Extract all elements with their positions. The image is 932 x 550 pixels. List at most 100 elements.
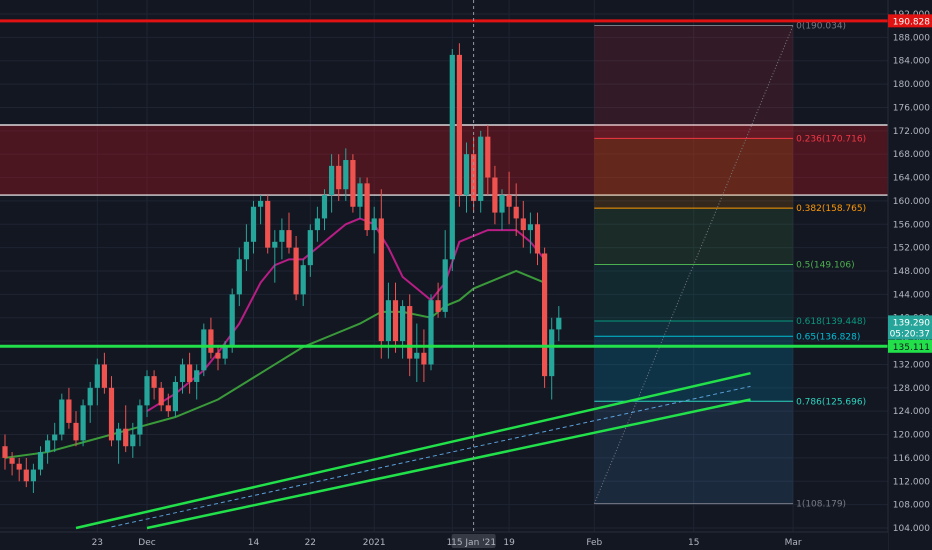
price-tick-label: 144.000 <box>893 290 930 300</box>
candle-body <box>87 387 93 406</box>
candle-body <box>16 463 22 470</box>
candle-body <box>534 224 541 254</box>
candle-body <box>59 399 65 435</box>
candle-body <box>187 364 193 382</box>
candle-body <box>151 376 157 388</box>
candle-body <box>392 300 399 342</box>
candle-body <box>485 136 491 178</box>
price-tick-label: 184.000 <box>893 57 930 67</box>
candle-body <box>30 469 36 482</box>
candle-body <box>506 195 512 207</box>
price-tick-label: 148.000 <box>893 267 930 277</box>
candle-body <box>130 434 136 447</box>
candle-body <box>137 405 143 435</box>
candle-body <box>286 230 292 248</box>
price-tick-label: 112.000 <box>893 477 930 487</box>
fib-level-label: 0.65(136.828) <box>796 332 860 342</box>
candle-body <box>428 300 434 365</box>
candle-body <box>456 54 462 196</box>
candle-body <box>158 387 164 406</box>
channel-lower-line <box>146 398 751 530</box>
time-tick-label: Mar <box>785 538 802 548</box>
candle-body <box>520 218 526 231</box>
resistance-zone <box>0 124 888 196</box>
price-tick-label: 168.000 <box>893 150 930 160</box>
candle-body <box>542 253 548 377</box>
time-axis[interactable]: 23Dec142220211119Feb15Mar15 Jan '21 <box>0 531 888 550</box>
candle-body <box>243 241 249 260</box>
price-axis[interactable]: 104.000 108.000 112.000 116.000 120.000 124.0… <box>887 0 932 550</box>
price-tag-box <box>888 326 932 340</box>
fib-band <box>594 25 794 139</box>
candle-body <box>279 230 285 242</box>
fib-band <box>594 208 794 265</box>
candle-body <box>378 218 384 342</box>
fib-level-label: 0.382(158.765) <box>796 204 866 214</box>
price-tick-label: 176.000 <box>893 103 930 113</box>
candle-body <box>307 230 313 266</box>
crosshair-date-label: 15 Jan '21 <box>451 538 496 548</box>
candle-body <box>421 352 427 365</box>
candle-body <box>37 452 44 470</box>
zone-fill <box>0 124 888 196</box>
candle-body <box>499 195 505 213</box>
fib-level-label: 0.786(125.696) <box>796 397 866 407</box>
candle-body <box>471 154 477 201</box>
price-tag-box <box>888 315 932 329</box>
candle-body <box>66 399 72 423</box>
candle-body <box>357 183 363 207</box>
fib-band <box>594 138 794 209</box>
price-tag-label: 05:20:37 <box>890 329 930 339</box>
candle-body <box>314 218 320 231</box>
fib-level-label: 0(190.034) <box>796 21 846 31</box>
candle-body <box>201 329 207 371</box>
price-tick-label: 128.000 <box>893 384 930 394</box>
candle-body <box>165 405 171 412</box>
candle-body <box>400 306 406 342</box>
price-tag-label: 135.111 <box>893 343 930 353</box>
candle-body <box>194 370 200 382</box>
price-tick-label: 160.000 <box>893 197 930 207</box>
moving-average-line <box>4 269 545 459</box>
candle-body <box>172 381 178 412</box>
candle-body <box>350 160 356 207</box>
candle-body <box>435 300 441 312</box>
fib-band <box>594 401 794 504</box>
time-tick-label: Feb <box>586 538 602 548</box>
candle-body <box>123 428 129 447</box>
candle-body <box>300 265 306 295</box>
candle-body <box>73 422 79 441</box>
candle-body <box>442 259 448 312</box>
candle-body <box>236 259 242 295</box>
candle-body <box>101 364 107 388</box>
price-tick-label: 124.000 <box>893 407 930 417</box>
time-tick-label: Dec <box>138 538 155 548</box>
candle-body <box>414 352 420 359</box>
time-tick-label: 19 <box>503 538 515 548</box>
candle-body <box>108 387 115 441</box>
time-tick-label: 2021 <box>363 538 386 548</box>
candle-body <box>407 306 413 359</box>
time-tick-label: 15 <box>688 538 699 548</box>
price-tag-label: 190.828 <box>893 17 930 27</box>
candle-body <box>556 317 562 330</box>
time-tick-label: 23 <box>92 538 103 548</box>
candle-body <box>449 54 455 260</box>
candle-body <box>116 428 122 441</box>
candle-body <box>45 440 51 453</box>
candle-body <box>179 364 186 382</box>
candle-body <box>229 294 235 347</box>
price-tick-label: 156.000 <box>893 220 930 230</box>
time-axis-bg <box>0 532 888 550</box>
price-tag-label: 139.290 <box>893 318 930 328</box>
price-tick-label: 132.000 <box>893 360 930 370</box>
candle-body <box>215 352 221 359</box>
candle-body <box>371 218 377 231</box>
fibonacci-retracement: 0(190.034) 0.236(170.716) 0.382(158.765) 0.… <box>593 21 866 510</box>
candle-body <box>52 434 58 441</box>
price-tick-label: 120.000 <box>893 431 930 441</box>
candle-body <box>513 206 519 219</box>
price-tick-label: 116.000 <box>893 454 930 464</box>
